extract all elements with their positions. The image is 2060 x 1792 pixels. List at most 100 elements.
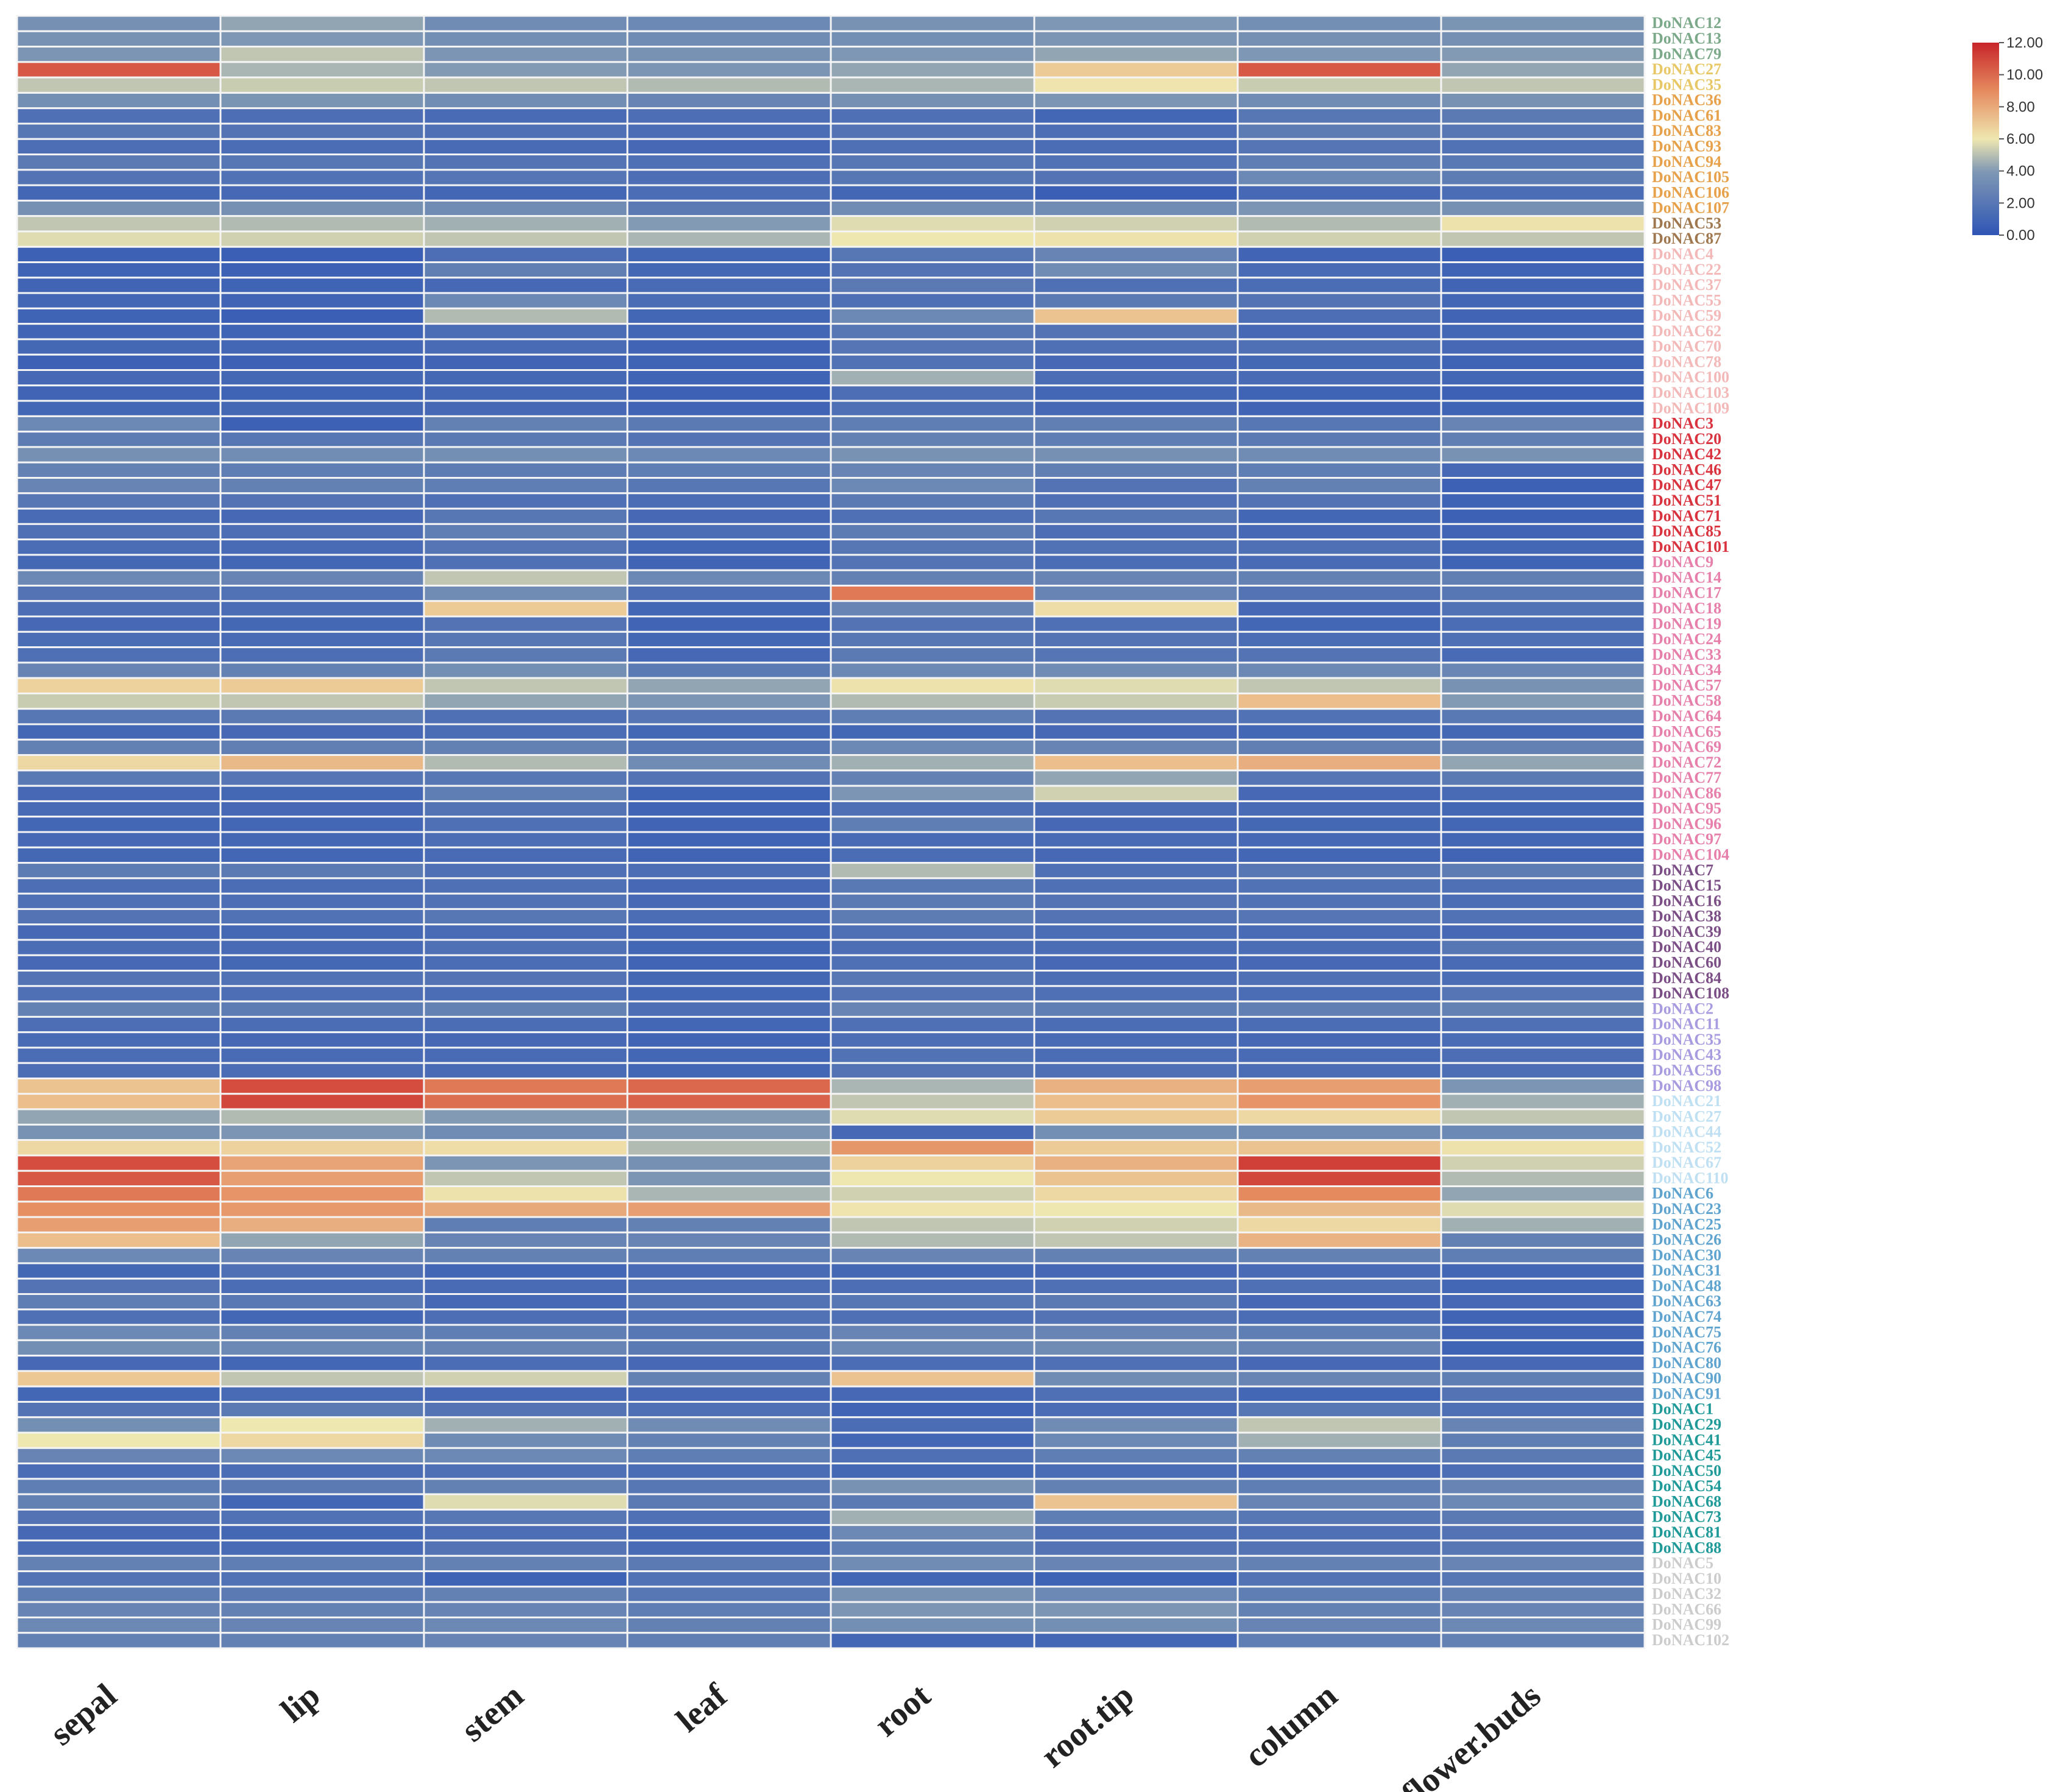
heatmap-cell — [626, 754, 832, 772]
heatmap-cell — [1033, 507, 1239, 525]
row-label: DoNAC11 — [1652, 1015, 1721, 1033]
heatmap-cell — [1440, 1247, 1646, 1265]
heatmap-cell — [1236, 476, 1442, 495]
heatmap-cell — [219, 1601, 425, 1618]
heatmap-cell — [830, 1385, 1035, 1403]
heatmap-cell — [626, 1108, 832, 1126]
heatmap-cell — [830, 985, 1035, 1003]
heatmap-cell — [16, 816, 222, 833]
heatmap-cell — [219, 476, 425, 495]
heatmap-cell — [1236, 523, 1442, 541]
heatmap-cell — [423, 1462, 629, 1480]
heatmap-cell — [1440, 1355, 1646, 1372]
row-label: DoNAC68 — [1652, 1492, 1721, 1510]
row-label: DoNAC104 — [1652, 846, 1729, 864]
heatmap-cell — [626, 646, 832, 664]
row-label: DoNAC33 — [1652, 646, 1721, 663]
heatmap-cell — [830, 1416, 1035, 1434]
heatmap-cell — [423, 1339, 629, 1357]
heatmap-cell — [219, 169, 425, 186]
heatmap-cell — [1440, 584, 1646, 602]
heatmap-cell — [1440, 384, 1646, 402]
heatmap-cell — [219, 1123, 425, 1141]
heatmap-cell — [1236, 292, 1442, 309]
heatmap-cell — [219, 723, 425, 741]
row-label: DoNAC21 — [1652, 1092, 1721, 1110]
heatmap-cell — [219, 1416, 425, 1434]
heatmap-cell — [626, 400, 832, 417]
heatmap-cell — [16, 415, 222, 433]
heatmap-cell — [626, 1247, 832, 1265]
heatmap-cell — [16, 1324, 222, 1341]
heatmap-cell — [626, 1185, 832, 1203]
heatmap-cell — [1440, 415, 1646, 433]
heatmap-cell — [626, 431, 832, 448]
heatmap-cell — [830, 1216, 1035, 1233]
heatmap-cell — [423, 476, 629, 495]
row-label: DoNAC58 — [1652, 692, 1721, 710]
heatmap-cell — [1440, 476, 1646, 495]
heatmap-cell — [1236, 122, 1442, 140]
heatmap-cell — [626, 61, 832, 79]
heatmap-cell — [830, 1031, 1035, 1049]
heatmap-cell — [219, 446, 425, 464]
heatmap-cell — [830, 1262, 1035, 1280]
heatmap-cell — [16, 431, 222, 448]
heatmap-cell — [1440, 230, 1646, 248]
heatmap-cell — [830, 476, 1035, 495]
heatmap-cell — [830, 1601, 1035, 1618]
heatmap-cell — [1236, 353, 1442, 372]
heatmap-cell — [830, 1078, 1035, 1095]
heatmap-cell — [830, 230, 1035, 248]
heatmap-cell — [1033, 1355, 1239, 1372]
heatmap-cell — [219, 738, 425, 757]
heatmap-cell — [1236, 507, 1442, 525]
heatmap-cell — [1236, 1046, 1442, 1064]
heatmap-cell — [1033, 1123, 1239, 1141]
heatmap-cell — [219, 307, 425, 325]
heatmap-cell — [1236, 1308, 1442, 1326]
heatmap-cell — [626, 230, 832, 248]
heatmap-cell — [423, 400, 629, 417]
heatmap-cell — [1236, 261, 1442, 279]
row-label: DoNAC9 — [1652, 553, 1713, 571]
heatmap-cell — [1440, 692, 1646, 710]
heatmap-cell — [219, 1508, 425, 1526]
heatmap-cell — [16, 1062, 222, 1080]
column-label: column — [1238, 1676, 1345, 1774]
heatmap-cell — [16, 692, 222, 710]
heatmap-cell — [219, 1324, 425, 1341]
row-label: DoNAC4 — [1652, 245, 1713, 263]
heatmap-cell — [1033, 1616, 1239, 1634]
heatmap-cell — [219, 554, 425, 571]
heatmap-cell — [423, 769, 629, 787]
heatmap-cell — [1236, 1031, 1442, 1049]
heatmap-cell — [1236, 446, 1442, 464]
heatmap-cell — [423, 646, 629, 664]
heatmap-cell — [1440, 1216, 1646, 1233]
row-label: DoNAC94 — [1652, 153, 1721, 171]
heatmap-cell — [423, 1508, 629, 1526]
heatmap-cell — [219, 369, 425, 387]
heatmap-cell — [626, 892, 832, 910]
heatmap-cell — [423, 1031, 629, 1049]
heatmap-cell — [830, 400, 1035, 417]
row-label: DoNAC47 — [1652, 476, 1721, 494]
heatmap-cell — [219, 1062, 425, 1080]
heatmap-cell — [219, 600, 425, 618]
heatmap-cell — [626, 538, 832, 556]
row-label: DoNAC45 — [1652, 1447, 1721, 1464]
heatmap-cell — [423, 1324, 629, 1341]
heatmap-cell — [1236, 15, 1442, 32]
heatmap-cell — [219, 338, 425, 356]
heatmap-cell — [1033, 554, 1239, 571]
heatmap-cell — [1440, 1293, 1646, 1311]
heatmap-cell — [626, 1431, 832, 1449]
heatmap-cell — [1440, 307, 1646, 325]
heatmap-cell — [1236, 1601, 1442, 1618]
heatmap-cell — [1236, 1339, 1442, 1357]
heatmap-cell — [626, 1123, 832, 1141]
heatmap-cell — [1440, 507, 1646, 525]
heatmap-cell — [16, 1185, 222, 1203]
heatmap-cell — [423, 215, 629, 233]
